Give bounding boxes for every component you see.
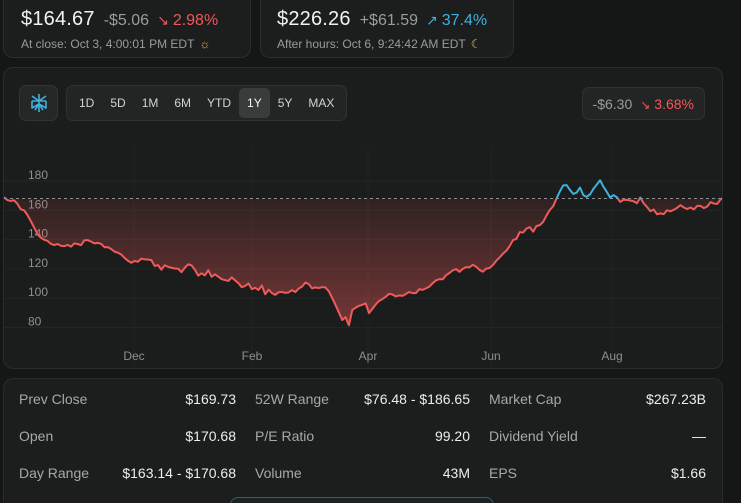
key-stats-panel: Prev Close $169.73 52W Range $76.48 - $1… <box>3 378 723 503</box>
after-hours-percent-value: 37.4% <box>441 12 488 29</box>
stat-value-open: $170.68 <box>185 428 236 444</box>
range-button-5d[interactable]: 5D <box>110 96 126 110</box>
stat-value-prev-close: $169.73 <box>185 391 236 407</box>
bottom-tab-edge[interactable] <box>230 497 494 503</box>
stat-value-dividend-yield: — <box>692 428 706 444</box>
stat-value-market-cap: $267.23B <box>646 391 706 407</box>
range-button-1m[interactable]: 1M <box>141 96 159 110</box>
x-tick-label-feb: Feb <box>242 349 263 363</box>
price-area-fill <box>5 198 722 326</box>
after-hours-price: $226.26 <box>277 8 351 30</box>
x-tick-label-aug: Aug <box>601 349 622 363</box>
price-line-above <box>4 179 722 199</box>
stat-label-market-cap: Market Cap <box>489 391 562 407</box>
after-hours-change: +$61.59 <box>359 12 418 29</box>
moon-icon: ☾ <box>470 37 482 51</box>
y-tick-label-100: 100 <box>28 285 48 299</box>
x-axis-ticks: Dec Feb Apr Jun Aug <box>123 349 622 363</box>
y-tick-label-120: 120 <box>28 256 48 270</box>
stat-label-prev-close: Prev Close <box>19 391 88 407</box>
close-percent-value: 2.98% <box>172 12 219 29</box>
range-button-max[interactable]: MAX <box>308 96 335 110</box>
range-button-1d[interactable]: 1D <box>79 96 95 110</box>
sun-icon: ☼ <box>199 37 211 51</box>
close-timestamp: At close: Oct 3, 4:00:01 PM EDT <box>21 37 195 51</box>
arrow-down-right-icon: ↘ <box>157 12 169 28</box>
stat-value-eps: $1.66 <box>670 465 706 481</box>
range-button-ytd[interactable]: YTD <box>207 96 232 110</box>
after-hours-timestamp: After hours: Oct 6, 9:24:42 AM EDT <box>277 37 466 51</box>
y-axis-ticks: 80100120140160180 <box>28 168 48 329</box>
stat-value-52w-range: $76.48 - $186.65 <box>364 391 470 407</box>
stat-label-volume: Volume <box>255 465 302 481</box>
y-tick-label-80: 80 <box>28 315 42 329</box>
price-line-below <box>4 198 722 327</box>
close-percent-change: ↘ 2.98% <box>157 12 218 30</box>
stat-label-dividend-yield: Dividend Yield <box>489 428 578 444</box>
stat-label-52w-range: 52W Range <box>255 391 329 407</box>
arrow-down-right-icon: ↘ <box>640 97 651 112</box>
range-button-1y[interactable]: 1Y <box>239 88 270 118</box>
x-tick-label-jun: Jun <box>481 349 500 363</box>
close-quote-card: $164.67 -$5.06 ↘ 2.98% At close: Oct 3, … <box>3 0 251 58</box>
after-hours-percent-change: ↗ 37.4% <box>426 12 487 30</box>
x-tick-label-dec: Dec <box>123 349 144 363</box>
x-tick-label-apr: Apr <box>359 349 378 363</box>
stat-label-eps: EPS <box>489 465 518 481</box>
range-button-5y[interactable]: 5Y <box>277 96 293 110</box>
stat-label-day-range: Day Range <box>19 465 90 481</box>
stat-value-volume: 43M <box>442 465 470 481</box>
period-change-percent-value: 3.68% <box>654 95 694 112</box>
stat-label-open: Open <box>19 428 54 444</box>
y-tick-label-180: 180 <box>28 168 48 182</box>
arrow-up-right-icon: ↗ <box>425 12 438 28</box>
after-hours-quote-card: $226.26 +$61.59 ↗ 37.4% After hours: Oct… <box>260 0 514 58</box>
range-button-6m[interactable]: 6M <box>174 96 192 110</box>
perplexity-logo-icon <box>30 94 47 112</box>
period-change-percent: ↘ 3.68% <box>640 96 694 112</box>
stat-value-day-range: $163.14 - $170.68 <box>122 465 236 481</box>
logo-button[interactable] <box>19 85 58 121</box>
close-change: -$5.06 <box>103 12 150 29</box>
stat-value-pe-ratio: 99.20 <box>434 428 470 444</box>
period-change-badge: -$6.30 ↘ 3.68% <box>581 87 705 120</box>
stat-label-pe-ratio: P/E Ratio <box>255 428 315 444</box>
time-range-selector: 1D 5D 1M 6M YTD 1Y 5Y MAX <box>66 85 348 121</box>
close-price: $164.67 <box>21 8 95 30</box>
period-change-value: -$6.30 <box>592 95 633 112</box>
